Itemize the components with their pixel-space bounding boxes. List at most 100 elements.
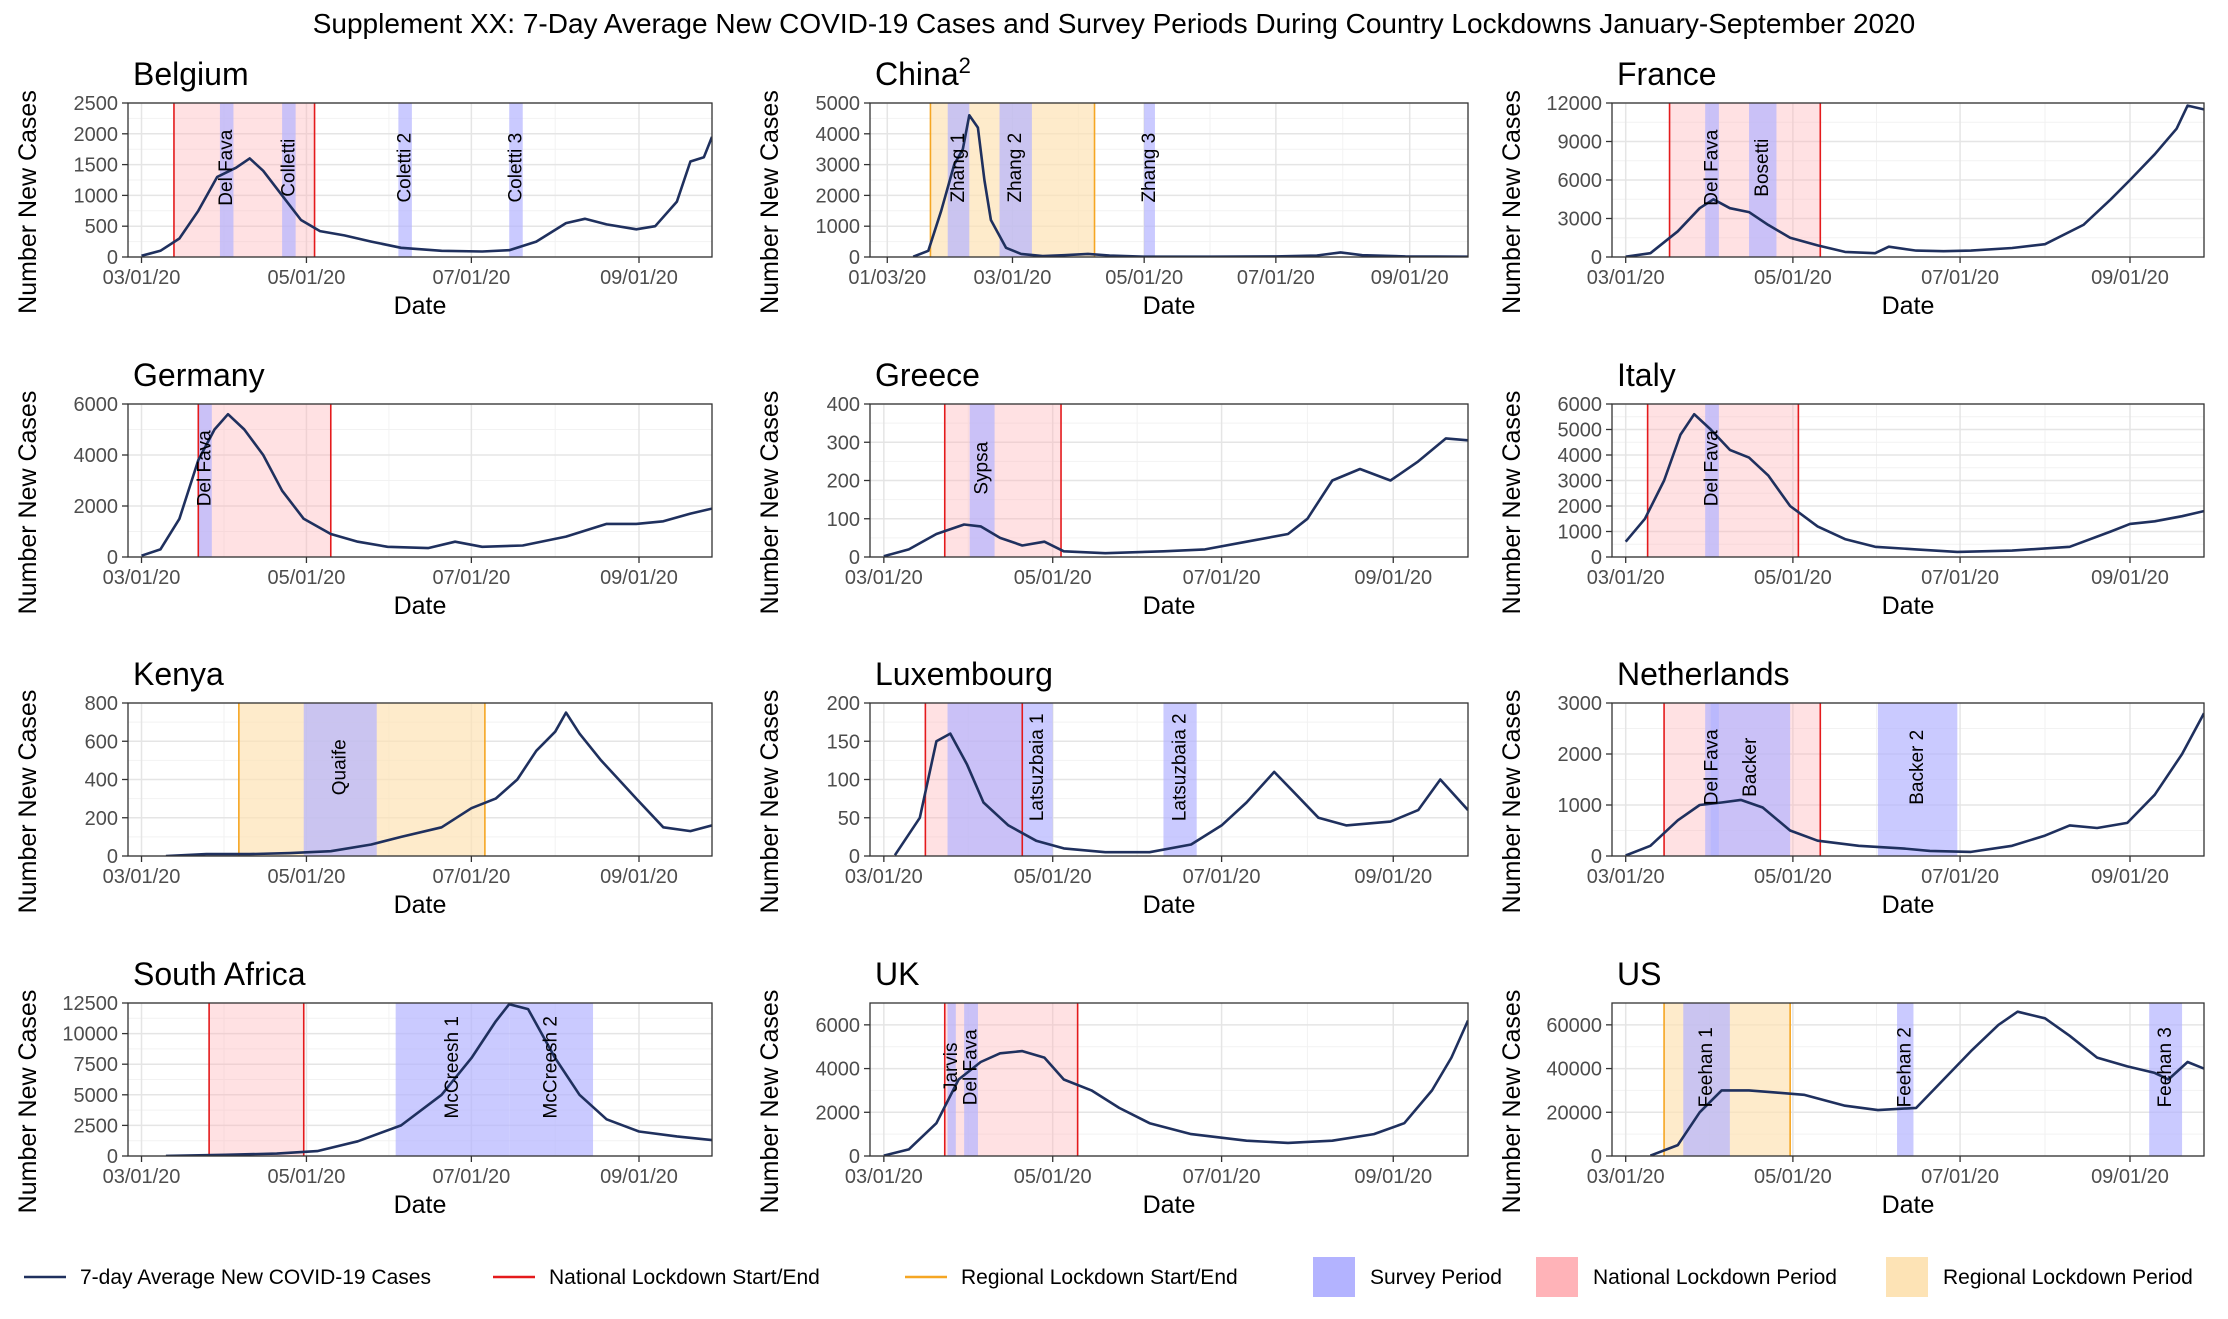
x-tick-label: 05/01/20 <box>1014 567 1092 589</box>
y-tick-label: 1500 <box>74 155 119 177</box>
panel-border <box>127 403 713 558</box>
y-tick-label: 0 <box>107 247 118 269</box>
y-tick-label: 0 <box>849 247 860 269</box>
x-tick-label: 09/01/20 <box>1354 567 1432 589</box>
panel-title: China2 <box>875 53 971 92</box>
y-tick-label: 100 <box>827 770 860 792</box>
x-tick-label: 03/01/20 <box>103 1166 181 1188</box>
y-tick-label: 10000 <box>62 1024 118 1046</box>
panel-belgium: Del Fava Colletti Coletti 2 Coletti 3 0 500 10… <box>14 56 713 320</box>
y-axis-title: Number New Cases <box>14 690 42 914</box>
survey-period <box>1877 703 1958 856</box>
y-axis-title: Number New Cases <box>14 391 42 615</box>
x-tick-label: 09/01/20 <box>1354 866 1432 888</box>
y-axis-title: Number New Cases <box>1498 391 1526 615</box>
y-tick-label: 0 <box>1591 846 1602 868</box>
y-tick-label: 40000 <box>1546 1059 1602 1081</box>
survey-label: Del Fava <box>1702 129 1723 205</box>
y-tick-label: 2000 <box>1558 744 1603 766</box>
x-tick-label: 05/01/20 <box>1754 1166 1832 1188</box>
y-tick-label: 4000 <box>816 124 861 146</box>
survey-period <box>1710 703 1791 856</box>
panel-us: Feehan 1 Feehan 2 Feehan 3 0 20000 40000 60000… <box>1498 956 2205 1219</box>
x-tick-label: 07/01/20 <box>1921 866 1999 888</box>
survey-label: McCreesh 1 <box>442 1016 463 1118</box>
cases-line <box>883 1019 1468 1156</box>
survey-label: Del Fava <box>1702 430 1723 506</box>
y-tick-label: 2500 <box>74 93 119 115</box>
x-tick-label: 07/01/20 <box>432 567 510 589</box>
y-tick-label: 6000 <box>74 394 119 416</box>
legend-label: Survey Period <box>1370 1266 1502 1289</box>
x-axis-title: Date <box>1882 1191 1935 1219</box>
y-tick-label: 800 <box>85 693 118 715</box>
y-tick-label: 0 <box>849 1146 860 1168</box>
legend-entry: National Lockdown Start/End <box>493 1266 820 1289</box>
x-tick-label: 05/01/20 <box>268 267 346 289</box>
panel-title: Germany <box>133 357 265 393</box>
panel-title: France <box>1617 56 1717 92</box>
survey-label: Sypsa <box>972 441 993 494</box>
y-tick-label: 0 <box>849 846 860 868</box>
legend-key-fill <box>1886 1257 1928 1297</box>
plot-area <box>1625 103 2204 257</box>
survey-label: Latsuzbaia 2 <box>1170 713 1191 821</box>
y-tick-label: 0 <box>1591 1146 1602 1168</box>
survey-label: McCreesh 2 <box>541 1016 562 1118</box>
national-lockdown-period <box>1647 404 1799 557</box>
legend-entry: Regional Lockdown Start/End <box>905 1266 1238 1289</box>
panel-border <box>869 1002 1469 1157</box>
survey-period <box>947 703 1023 856</box>
panel-border <box>1611 702 2205 857</box>
survey-label: Backer 2 <box>1907 730 1928 805</box>
panel-luxembourg: Latsuzbaia 1 Latsuzbaia 2 0 50 100 150 200 03/0… <box>756 656 1469 919</box>
panel-border <box>1611 1002 2205 1157</box>
plot-area <box>893 703 1468 856</box>
survey-period <box>1897 1003 1914 1156</box>
legend-label: 7-day Average New COVID-19 Cases <box>80 1266 431 1289</box>
national-lockdown-period <box>198 404 331 557</box>
survey-period <box>219 103 234 257</box>
panel-border <box>869 102 1469 258</box>
x-tick-label: 05/01/20 <box>1105 267 1183 289</box>
y-axis-title: Number New Cases <box>1498 90 1526 314</box>
national-lockdown-period <box>944 404 1062 557</box>
plot-area <box>141 103 712 257</box>
x-axis-title: Date <box>1882 592 1935 620</box>
panel-title: Belgium <box>133 56 249 92</box>
legend-label: Regional Lockdown Start/End <box>961 1266 1238 1289</box>
x-tick-label: 03/01/20 <box>845 567 923 589</box>
y-axis-title: Number New Cases <box>14 90 42 314</box>
x-axis-title: Date <box>394 292 447 320</box>
survey-period <box>999 103 1032 257</box>
y-tick-label: 400 <box>827 394 860 416</box>
y-tick-label: 0 <box>107 1146 118 1168</box>
survey-period <box>1749 103 1777 257</box>
y-tick-label: 4000 <box>816 1059 861 1081</box>
y-tick-label: 100 <box>827 509 860 531</box>
x-tick-label: 03/01/20 <box>845 866 923 888</box>
legend-key-fill <box>1536 1257 1578 1297</box>
legend-entry: Regional Lockdown Period <box>1886 1257 2193 1297</box>
x-tick-label: 05/01/20 <box>268 567 346 589</box>
x-tick-label: 03/01/20 <box>103 267 181 289</box>
survey-label: Bosetti <box>1752 139 1773 197</box>
legend-entry: 7-day Average New COVID-19 Cases <box>24 1266 431 1289</box>
x-tick-label: 07/01/20 <box>1183 567 1261 589</box>
x-tick-label: 05/01/20 <box>1754 866 1832 888</box>
y-tick-label: 3000 <box>1558 209 1603 231</box>
legend-label: Regional Lockdown Period <box>1943 1266 2193 1289</box>
x-tick-label: 03/01/20 <box>103 567 181 589</box>
y-tick-label: 0 <box>1591 547 1602 569</box>
plot-area <box>1649 1003 2204 1156</box>
national-lockdown-period <box>209 1003 304 1156</box>
survey-period <box>398 103 412 257</box>
x-tick-label: 09/01/20 <box>2091 567 2169 589</box>
x-tick-label: 05/01/20 <box>1014 1166 1092 1188</box>
plot-area <box>883 1003 1468 1156</box>
y-tick-label: 2000 <box>74 496 119 518</box>
x-tick-label: 07/01/20 <box>1921 1166 1999 1188</box>
survey-period <box>1144 103 1155 257</box>
x-tick-label: 03/01/20 <box>1587 1166 1665 1188</box>
cases-line <box>141 136 712 257</box>
